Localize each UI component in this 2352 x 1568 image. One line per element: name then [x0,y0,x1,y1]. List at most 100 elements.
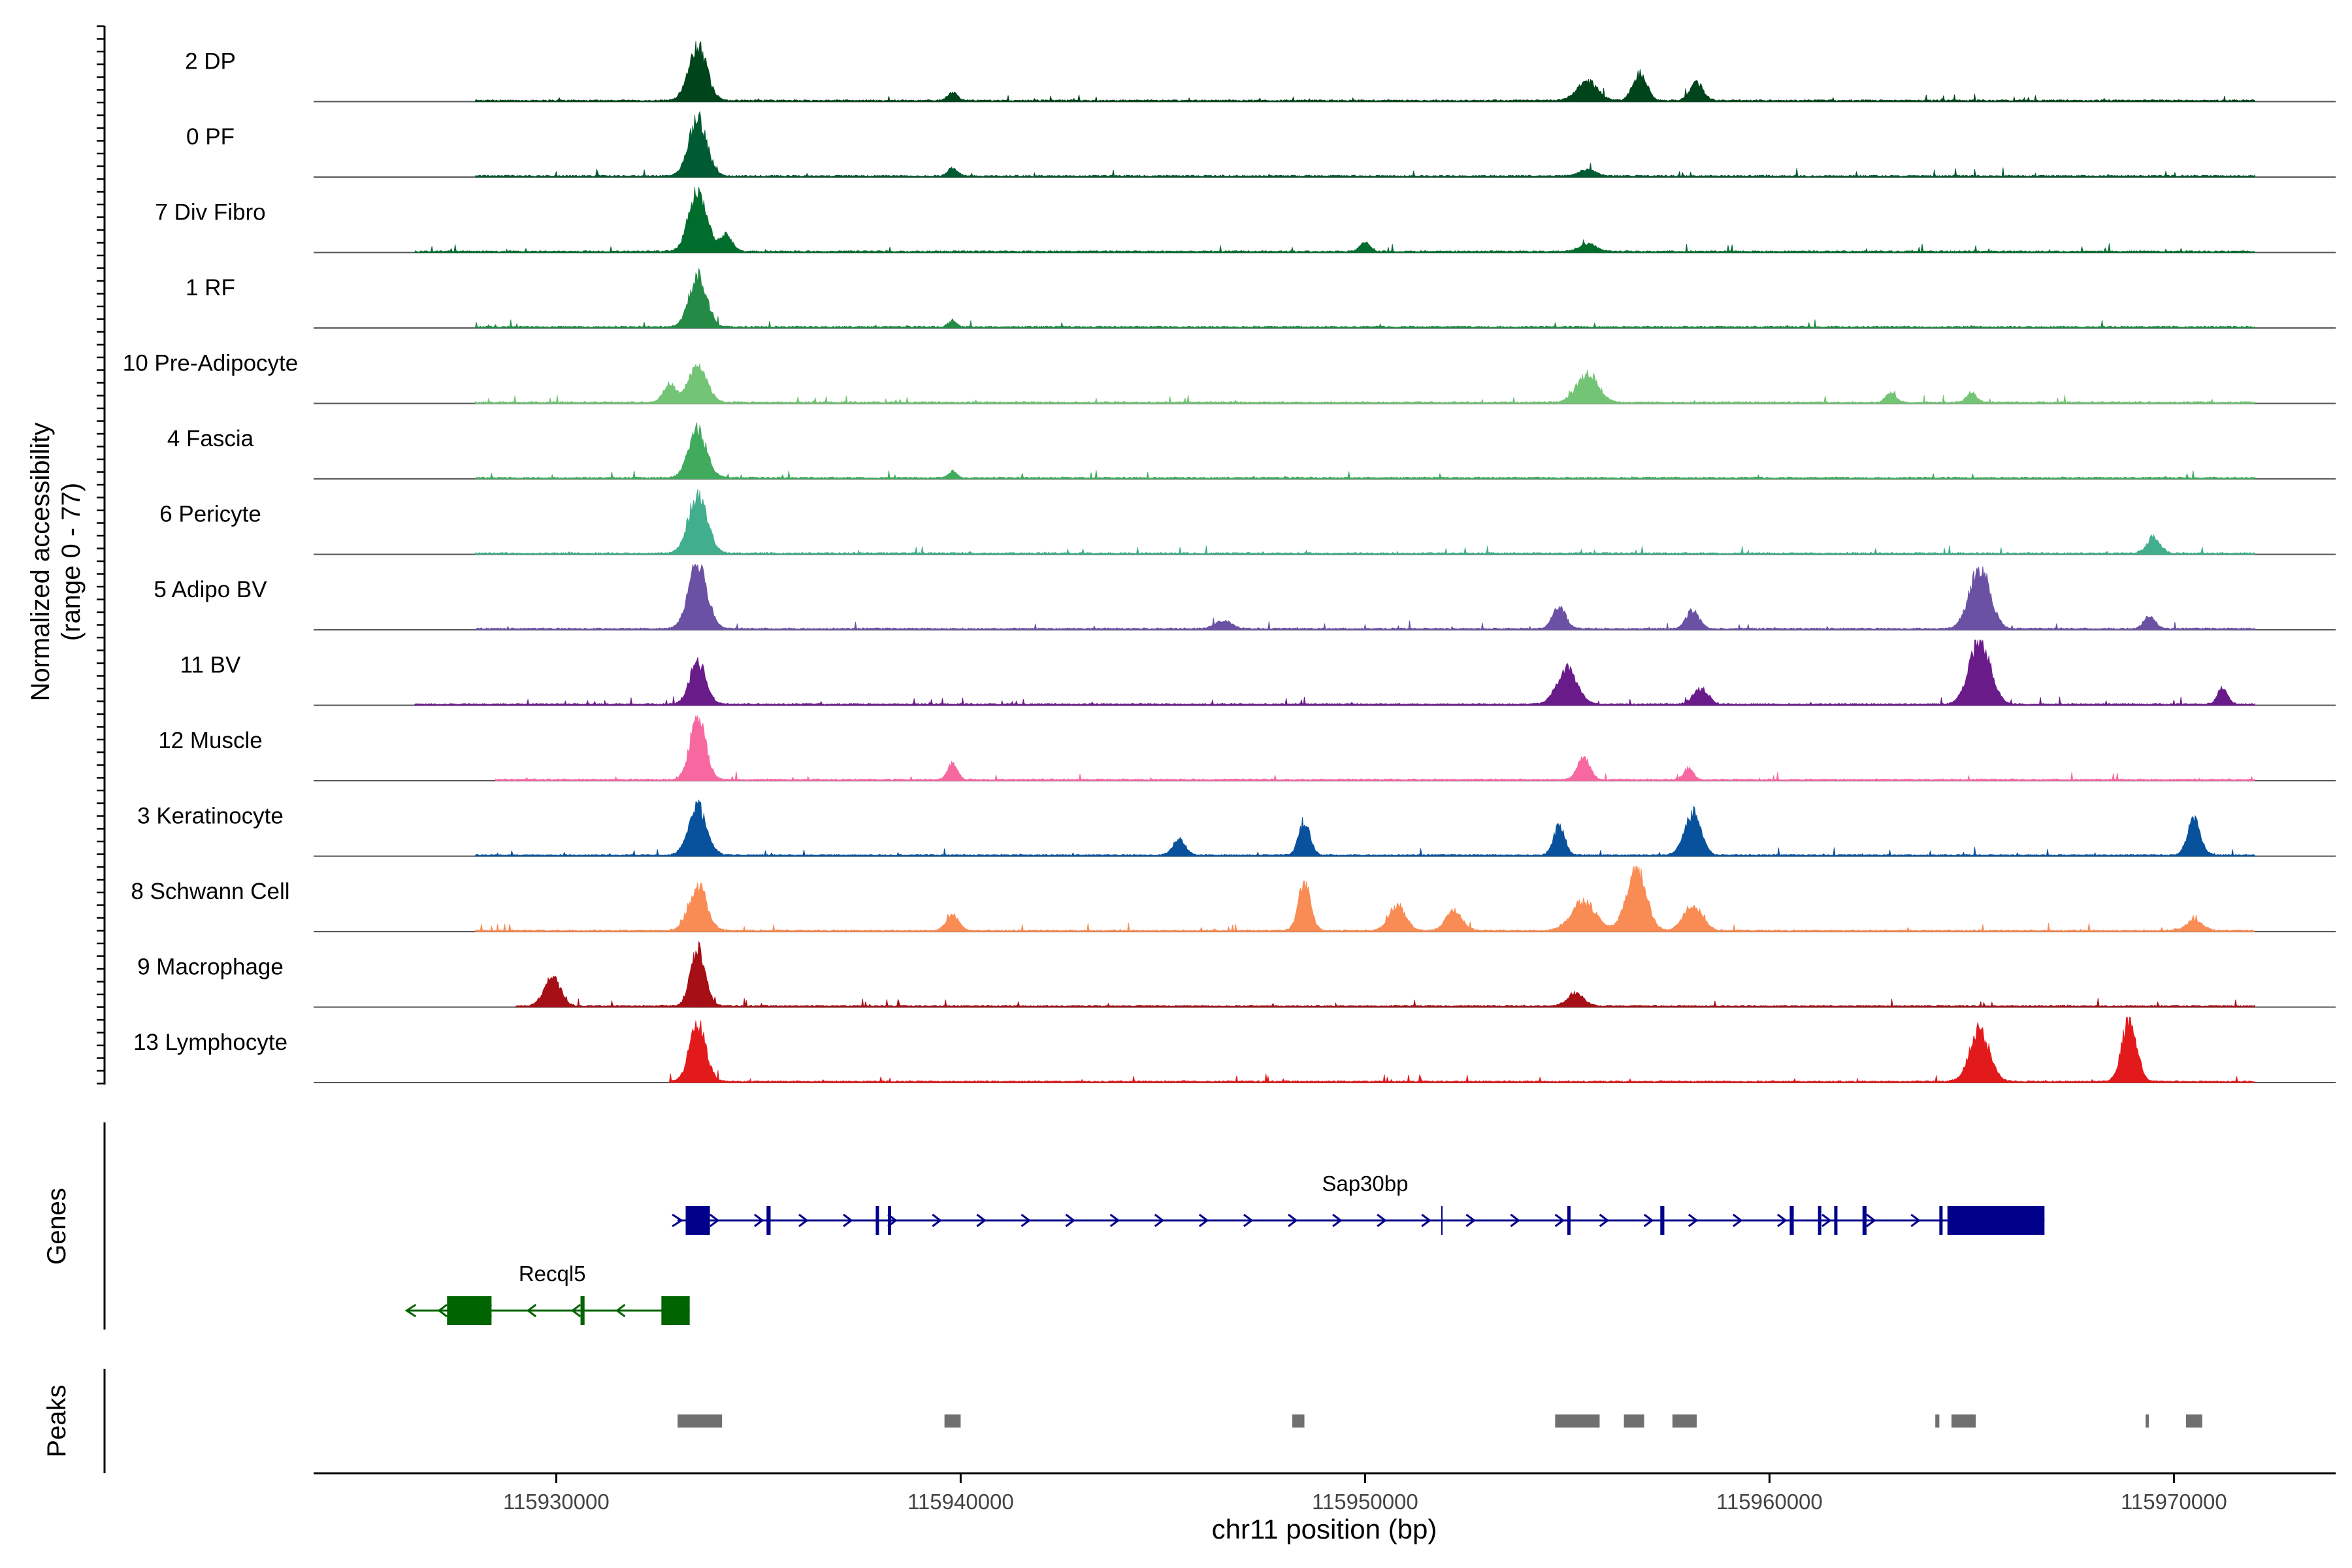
gene-exon [685,1206,710,1235]
y-axis-label-line2: (range 0 - 77) [57,483,86,641]
genes-panel: Genes Sap30bp Recql5 [42,1122,2045,1330]
track-label: 6 Pericyte [159,502,261,527]
strand-arrow [1465,1213,1476,1228]
coverage-signal [475,422,2255,480]
x-axis-ticks: 115930000 115940000 115950000 115960000 1159… [503,1473,2227,1514]
gene-exon [661,1296,690,1325]
strand-arrow [1510,1213,1520,1228]
coverage-track: 4 Fascia [167,422,2336,480]
strand-arrow [1688,1213,1699,1228]
peak-region [944,1414,961,1428]
gene-name: Sap30bp [1322,1171,1408,1196]
strand-arrow [1732,1213,1743,1228]
coverage-signal [669,1017,2255,1083]
peak-region [2185,1414,2202,1428]
strand-arrow [1821,1213,1832,1228]
coverage-track: 8 Schwann Cell [131,865,2336,932]
gene-exon [1947,1206,2045,1235]
x-tick-label: 115930000 [503,1490,610,1514]
strand-arrow [1421,1213,1431,1228]
coverage-signal [475,110,2255,178]
track-label: 10 Pre-Adipocyte [123,351,298,376]
gene-exon [1939,1206,1943,1235]
track-label: 11 BV [180,653,241,678]
coverage-track: 10 Pre-Adipocyte [123,351,2336,404]
coverage-signal [475,563,2255,630]
gene-exon [875,1206,879,1235]
gene-exon [1789,1206,1794,1235]
strand-arrow [1332,1213,1343,1228]
peak-region [1935,1414,1940,1428]
gene-exon [1818,1206,1821,1235]
coverage-signal [475,799,2255,857]
strand-arrow [570,1303,581,1318]
x-tick-label: 115950000 [1312,1490,1418,1514]
strand-arrow [843,1213,853,1228]
coverage-track: 12 Muscle [158,715,2336,781]
strand-arrow [1154,1213,1165,1228]
peak-region [1672,1414,1697,1428]
strand-arrow [1777,1213,1788,1228]
coverage-signal [515,941,2255,1007]
peak-region [1951,1414,1976,1428]
x-axis-label: chr11 position (bp) [1212,1514,1437,1544]
coverage-signal [475,41,2255,102]
strand-arrow [1198,1213,1209,1228]
coverage-tracks: 2 DP 0 PF 7 Div Fibro 1 RF 10 Pre-Adipocyte 4… [123,41,2336,1083]
peaks-track-label: Peaks [42,1384,71,1457]
gene-exon [1834,1206,1838,1235]
gene-models: Sap30bp Recql5 [404,1171,2045,1325]
strand-arrow [672,1213,683,1228]
coverage-track: 5 Adipo BV [154,563,2336,630]
peak-regions [678,1414,2202,1428]
coverage-track: 6 Pericyte [159,489,2336,555]
strand-arrow [1910,1213,1921,1228]
coverage-signal [495,715,2255,781]
coverage-signal [414,640,2255,706]
peak-region [2146,1414,2149,1428]
strand-arrow [615,1303,626,1318]
x-tick-label: 115970000 [2121,1490,2227,1514]
x-tick-label: 115960000 [1716,1490,1823,1514]
strand-arrow [754,1213,764,1228]
track-label: 4 Fascia [167,426,254,451]
gene-exon [887,1206,891,1235]
track-label: 8 Schwann Cell [131,879,289,904]
gene-model: Recql5 [404,1262,690,1325]
coverage-track: 3 Keratinocyte [137,799,2336,857]
coverage-signal [475,363,2255,404]
strand-arrow [1021,1213,1031,1228]
strand-arrow [1599,1213,1610,1228]
peak-region [678,1414,723,1428]
strand-arrow [932,1213,942,1228]
coverage-track: 0 PF [186,110,2336,178]
track-label: 0 PF [186,124,235,150]
gene-name: Recql5 [519,1262,586,1286]
strand-arrow [709,1213,720,1228]
peak-region [1555,1414,1600,1428]
gene-exon [766,1206,771,1235]
gene-exon [580,1296,585,1325]
coverage-track: 13 Lymphocyte [133,1017,2336,1083]
strand-arrow [1288,1213,1298,1228]
strand-arrow [404,1303,417,1318]
strand-arrow [1643,1213,1654,1228]
coverage-track: 1 RF [186,267,2336,329]
peaks-panel: Peaks [42,1369,2202,1473]
track-label: 7 Div Fibro [155,200,265,225]
gene-model: Sap30bp [672,1171,2045,1235]
track-label: 5 Adipo BV [154,577,267,602]
track-label: 3 Keratinocyte [137,804,284,829]
track-label: 13 Lymphocyte [133,1030,287,1055]
peak-region [1292,1414,1305,1428]
strand-arrow [1554,1213,1565,1228]
strand-arrow [1243,1213,1254,1228]
coverage-signal [475,865,2255,932]
gene-exon [1862,1206,1867,1235]
strand-arrow [526,1303,537,1318]
strand-arrow [798,1213,809,1228]
strand-arrow [437,1303,448,1318]
track-label: 2 DP [185,49,236,74]
coverage-signal [475,489,2255,555]
